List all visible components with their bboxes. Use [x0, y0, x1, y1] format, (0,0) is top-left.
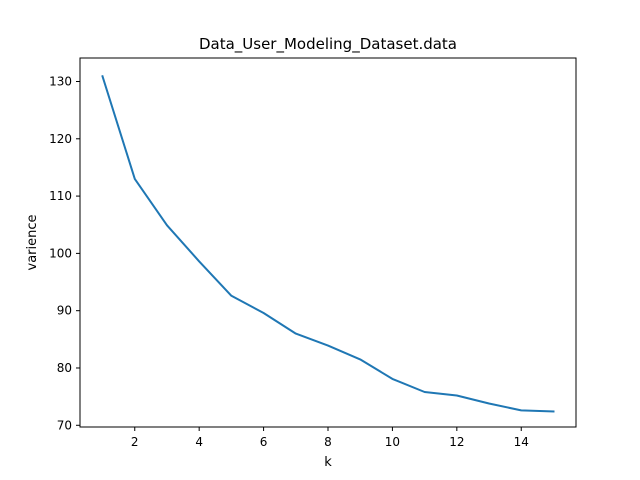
series-line: [101, 75, 555, 413]
y-tick-label: 90: [57, 304, 72, 318]
y-tick-label: 80: [57, 361, 72, 375]
y-tick-label: 100: [49, 246, 72, 260]
x-tick-label: 6: [260, 435, 268, 449]
x-tick-label: 14: [514, 435, 529, 449]
y-tick-label: 120: [49, 132, 72, 146]
axis-ticks: 2 4 6 8 10 12 14 70 80 90 100 110 120 130: [49, 74, 529, 449]
y-tick-label: 130: [49, 74, 72, 88]
y-tick-label: 70: [57, 418, 72, 432]
y-tick-label: 110: [49, 189, 72, 203]
x-axis-label: k: [324, 455, 332, 470]
x-tick-label: 10: [385, 435, 400, 449]
x-tick-label: 2: [131, 435, 139, 449]
x-tick-label: 12: [449, 435, 464, 449]
y-axis-label: varience: [25, 214, 40, 270]
x-tick-label: 8: [324, 435, 332, 449]
chart-title: Data_User_Modeling_Dataset.data: [199, 35, 457, 54]
plot-area-frame: [79, 57, 577, 428]
x-tick-label: 4: [195, 435, 203, 449]
